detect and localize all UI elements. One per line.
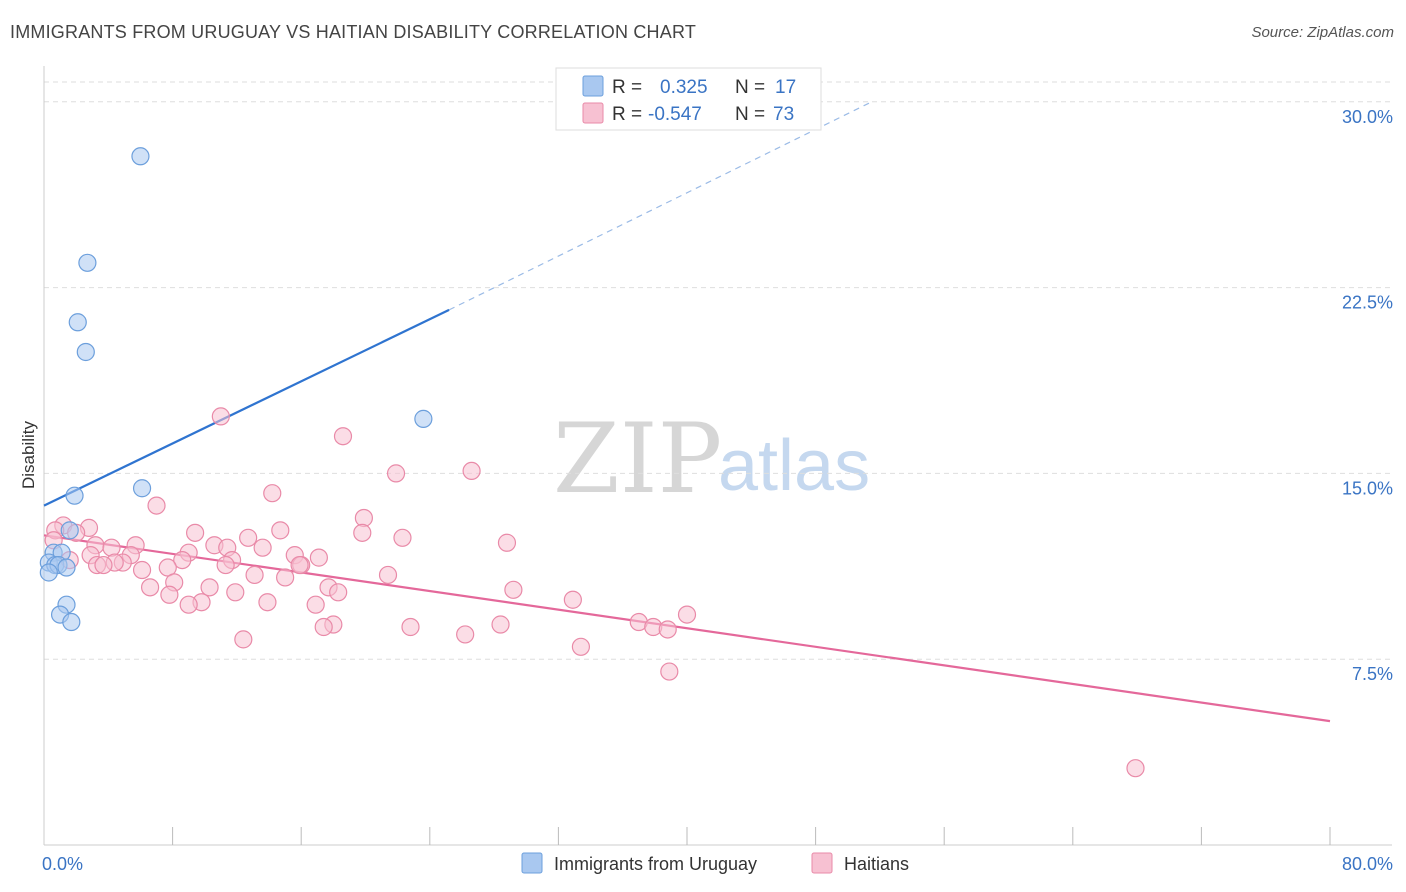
y-tick-label: 30.0% (1342, 107, 1393, 127)
x-tick-label: 80.0% (1342, 854, 1393, 874)
x-tick-labels: 0.0% 80.0% (42, 854, 1393, 874)
bottom-legend-swatch-uruguay (521, 852, 543, 874)
point-haitians (290, 555, 309, 575)
bottom-legend-label-haitians: Haitians (844, 854, 909, 874)
bottom-legend: Immigrants from Uruguay Haitians (521, 852, 909, 874)
point-haitians (497, 533, 517, 552)
point-haitians (226, 583, 245, 602)
point-uruguay (65, 486, 84, 505)
point-haitians (306, 595, 325, 614)
trend-line-uruguay-extension (448, 101, 873, 311)
point-haitians (571, 637, 591, 656)
point-haitians (102, 538, 121, 557)
point-haitians (276, 568, 295, 587)
top-legend: R = 0.325 N = 17 R = -0.547 N = 73 (555, 67, 822, 131)
point-haitians (386, 464, 406, 483)
point-uruguay (131, 147, 150, 166)
y-tick-label: 15.0% (1342, 478, 1393, 498)
point-haitians (234, 630, 253, 649)
watermark-atlas: atlas (718, 426, 870, 506)
point-haitians (173, 550, 192, 570)
watermark-zip: ZIP (553, 403, 722, 515)
point-haitians (1126, 759, 1145, 778)
point-haitians (160, 585, 179, 604)
point-uruguay (414, 409, 433, 428)
point-haitians (200, 578, 219, 597)
x-tick-label: 0.0% (42, 854, 83, 874)
y-tick-labels: 7.5% 15.0% 22.5% 30.0% (1342, 107, 1393, 684)
point-haitians (211, 407, 230, 426)
point-haitians (258, 593, 277, 612)
point-haitians (179, 595, 198, 614)
point-uruguay (60, 521, 79, 540)
y-axis-label: Disability (19, 420, 38, 489)
point-haitians (504, 580, 523, 599)
legend-n-label-uruguay: N = (735, 77, 765, 98)
point-uruguay (57, 558, 76, 577)
point-uruguay (132, 479, 152, 498)
bottom-legend-label-uruguay: Immigrants from Uruguay (554, 854, 757, 874)
point-haitians (333, 427, 353, 446)
point-haitians (216, 555, 235, 575)
point-uruguay (39, 563, 58, 582)
point-haitians (239, 528, 258, 547)
y-tick-label: 7.5% (1352, 664, 1393, 684)
point-haitians (140, 578, 160, 597)
legend-n-value-haitians: 73 (773, 104, 794, 125)
chart-title: IMMIGRANTS FROM URUGUAY VS HAITIAN DISAB… (10, 22, 697, 42)
point-haitians (660, 662, 679, 681)
point-haitians (658, 620, 677, 639)
legend-n-label-haitians: N = (735, 104, 765, 125)
point-haitians (245, 565, 264, 585)
legend-n-value-uruguay: 17 (775, 77, 796, 98)
point-uruguay (68, 313, 87, 332)
point-haitians (94, 555, 113, 575)
point-haitians (677, 605, 697, 624)
point-haitians (393, 528, 412, 547)
point-haitians (378, 565, 398, 585)
legend-swatch-uruguay (582, 75, 604, 97)
point-haitians (353, 523, 372, 542)
point-haitians (329, 583, 348, 602)
point-haitians (309, 548, 328, 567)
bottom-legend-swatch-haitians (811, 852, 833, 874)
legend-r-label-uruguay: R = (612, 77, 642, 98)
point-uruguay (62, 612, 81, 632)
data-points (39, 147, 1145, 778)
point-haitians (263, 484, 282, 503)
trend-line-haitians (43, 534, 1331, 723)
point-haitians (491, 615, 510, 634)
trend-lines (43, 101, 1331, 723)
point-uruguay (78, 253, 97, 272)
source-label: Source: ZipAtlas.com (1251, 24, 1394, 41)
point-haitians (186, 523, 205, 542)
point-haitians (147, 496, 166, 515)
trend-line-uruguay (43, 308, 450, 507)
point-uruguay (76, 342, 95, 362)
legend-r-label-haitians: R = (612, 104, 642, 125)
axes (43, 66, 1392, 846)
point-haitians (271, 521, 290, 540)
point-haitians (462, 461, 481, 481)
legend-r-value-uruguay: 0.325 (660, 77, 708, 98)
legend-r-value-haitians: -0.547 (648, 104, 702, 125)
point-haitians (253, 538, 272, 557)
legend-swatch-haitians (582, 102, 604, 124)
y-tick-label: 22.5% (1342, 293, 1393, 313)
point-haitians (401, 617, 420, 637)
point-haitians (132, 560, 152, 580)
point-haitians (563, 590, 582, 609)
point-haitians (314, 617, 333, 637)
point-haitians (456, 625, 475, 644)
